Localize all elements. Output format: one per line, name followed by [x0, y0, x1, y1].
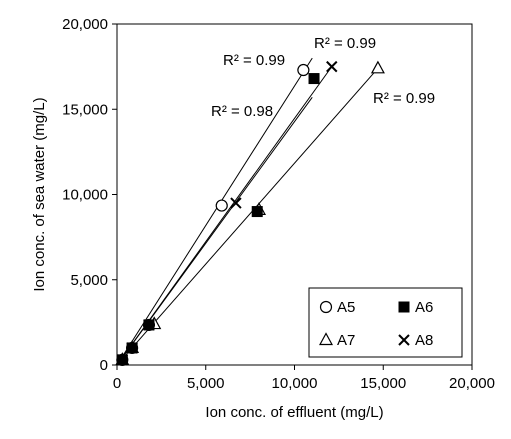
x-tick-label: 5,000: [187, 375, 225, 392]
legend: A5 A6 A7 A8: [308, 287, 463, 358]
data-point-a8: [230, 197, 242, 209]
data-point-a7: [370, 60, 385, 74]
y-axis-title: Ion conc. of sea water (mg/L): [31, 97, 48, 291]
r2-label-a5: R² = 0.99: [223, 52, 285, 69]
legend-label-a8: A8: [415, 332, 433, 349]
data-point-a6: [251, 206, 263, 218]
legend-label-a7: A7: [337, 332, 355, 349]
data-point-a5: [297, 63, 310, 77]
trendline-a7: [116, 67, 379, 366]
data-markers: [115, 60, 385, 366]
legend-marker-a6: [398, 301, 410, 313]
x-tick-label: 15,000: [360, 375, 406, 392]
y-tick-label: 20,000: [62, 16, 108, 33]
r2-label-a6: R² = 0.98: [211, 103, 273, 120]
r2-label-a7: R² = 0.99: [373, 90, 435, 107]
r2-label-a8: R² = 0.99: [314, 35, 376, 52]
data-point-a8: [326, 60, 338, 73]
data-point-a5: [215, 199, 228, 212]
y-tick-label: 10,000: [62, 187, 108, 204]
legend-marker-a7: [318, 332, 334, 346]
x-tick-label: 0: [113, 375, 121, 392]
y-tick-label: 15,000: [62, 101, 108, 118]
data-point-a6: [308, 73, 320, 85]
r-squared-labels: R² = 0.99 R² = 0.98 R² = 0.99 R² = 0.99: [211, 35, 435, 120]
legend-box: [308, 287, 463, 358]
x-tick-label: 10,000: [272, 375, 318, 392]
legend-label-a6: A6: [415, 299, 433, 316]
y-tick-label: 0: [100, 357, 108, 374]
data-point-a6: [126, 342, 138, 354]
trendline-a8: [116, 66, 333, 366]
legend-marker-a5: [319, 300, 333, 314]
data-point-a6: [143, 319, 155, 331]
trendline-a5: [116, 57, 313, 366]
axes: 0 5,000 10,000 15,000 20,000 0 5,000 10,000 15,0…: [62, 16, 495, 392]
x-tick-label: 20,000: [449, 375, 495, 392]
legend-marker-a8: [398, 334, 410, 346]
data-point-a6: [116, 354, 128, 366]
y-tick-label: 5,000: [70, 272, 108, 289]
legend-label-a5: A5: [337, 299, 355, 316]
x-axis-title: Ion conc. of effluent (mg/L): [205, 404, 383, 421]
